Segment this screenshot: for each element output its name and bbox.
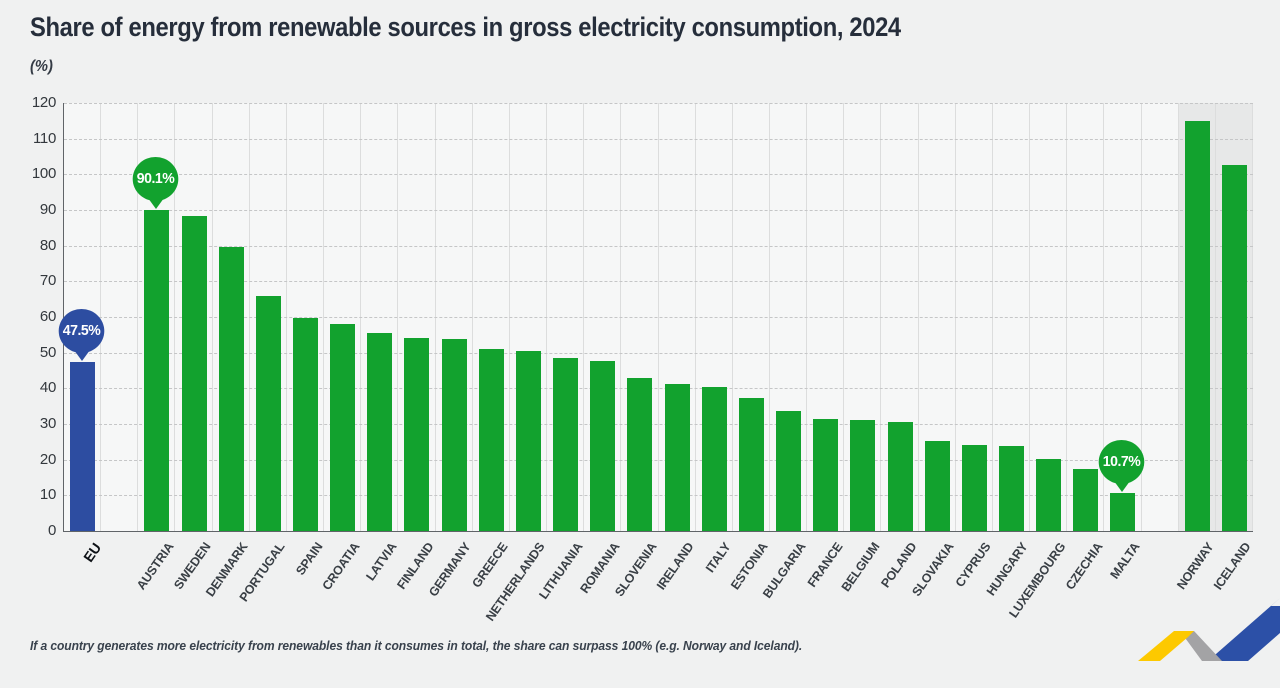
bar-italy bbox=[701, 386, 727, 531]
bar-belgium bbox=[850, 419, 876, 531]
bar-lithuania bbox=[553, 357, 579, 531]
bar-ireland bbox=[664, 383, 690, 531]
gridline-60 bbox=[64, 317, 1253, 318]
page-title: Share of energy from renewable sources i… bbox=[30, 12, 901, 42]
gridline-70 bbox=[64, 281, 1253, 283]
bar-spain bbox=[293, 318, 319, 531]
y-tick-label-110: 110 bbox=[32, 129, 56, 147]
bar-slovenia bbox=[627, 378, 653, 531]
gridline-40 bbox=[64, 388, 1253, 390]
bar-luxembourg bbox=[1036, 458, 1062, 531]
bar-croatia bbox=[330, 324, 356, 531]
gridline-100 bbox=[64, 174, 1253, 176]
y-tick-label-40: 40 bbox=[39, 379, 56, 397]
gridline-30 bbox=[64, 424, 1253, 425]
bar-netherlands bbox=[515, 351, 541, 531]
bar-germany bbox=[441, 339, 467, 531]
callout-austria: 90.1% bbox=[133, 156, 179, 201]
footnote: If a country generates more electricity … bbox=[30, 638, 803, 653]
callout-tail bbox=[147, 197, 164, 209]
bar-iceland bbox=[1221, 165, 1247, 531]
bar-malta bbox=[1110, 492, 1136, 531]
bar-denmark bbox=[218, 247, 244, 531]
bar-bulgaria bbox=[776, 411, 802, 531]
gridline-80 bbox=[64, 245, 1253, 247]
bar-estonia bbox=[738, 397, 764, 531]
y-tick-label-100: 100 bbox=[31, 165, 56, 183]
y-tick-label-120: 120 bbox=[31, 94, 56, 111]
gridline-90 bbox=[64, 210, 1253, 211]
bar-poland bbox=[887, 422, 913, 531]
gridline-50 bbox=[64, 352, 1253, 354]
bar-latvia bbox=[367, 332, 393, 531]
callout-eu: 47.5% bbox=[58, 308, 105, 353]
bar-finland bbox=[404, 337, 430, 531]
bar-romania bbox=[590, 361, 616, 531]
brand-grey-slope bbox=[1180, 631, 1222, 661]
bar-greece bbox=[478, 349, 504, 531]
bar-slovakia bbox=[924, 441, 950, 531]
y-tick-label-90: 90 bbox=[39, 201, 56, 218]
bar-czechia bbox=[1073, 468, 1099, 531]
bar-austria bbox=[144, 209, 170, 531]
plot-area bbox=[63, 103, 1253, 532]
callout-malta: 10.7% bbox=[1099, 439, 1145, 484]
y-tick-label-80: 80 bbox=[39, 236, 56, 254]
y-tick-label-70: 70 bbox=[39, 272, 56, 290]
y-tick-label-10: 10 bbox=[39, 486, 56, 504]
bar-eu bbox=[70, 361, 96, 531]
bar-sweden bbox=[181, 216, 207, 531]
y-tick-label-50: 50 bbox=[39, 343, 56, 361]
gridline-120 bbox=[64, 103, 1253, 104]
gridline-20 bbox=[64, 459, 1253, 461]
brand-blue-ribbon bbox=[1208, 598, 1280, 661]
bar-cyprus bbox=[961, 445, 987, 531]
callout-tail bbox=[1113, 480, 1130, 492]
y-tick-label-20: 20 bbox=[39, 450, 56, 468]
y-tick-label-60: 60 bbox=[39, 308, 56, 325]
gridline-10 bbox=[64, 495, 1253, 497]
y-tick-label-30: 30 bbox=[39, 415, 56, 432]
bar-norway bbox=[1184, 120, 1210, 531]
eurostat-arrow-logo bbox=[1138, 598, 1280, 661]
bar-france bbox=[813, 419, 839, 531]
brand-yellow-chevron bbox=[1138, 631, 1194, 661]
bar-hungary bbox=[998, 445, 1024, 531]
callout-tail bbox=[73, 349, 90, 361]
bar-portugal bbox=[255, 296, 281, 531]
y-tick-label-0: 0 bbox=[47, 522, 56, 539]
gridline-110 bbox=[64, 138, 1253, 140]
unit-label: (%) bbox=[30, 58, 53, 75]
